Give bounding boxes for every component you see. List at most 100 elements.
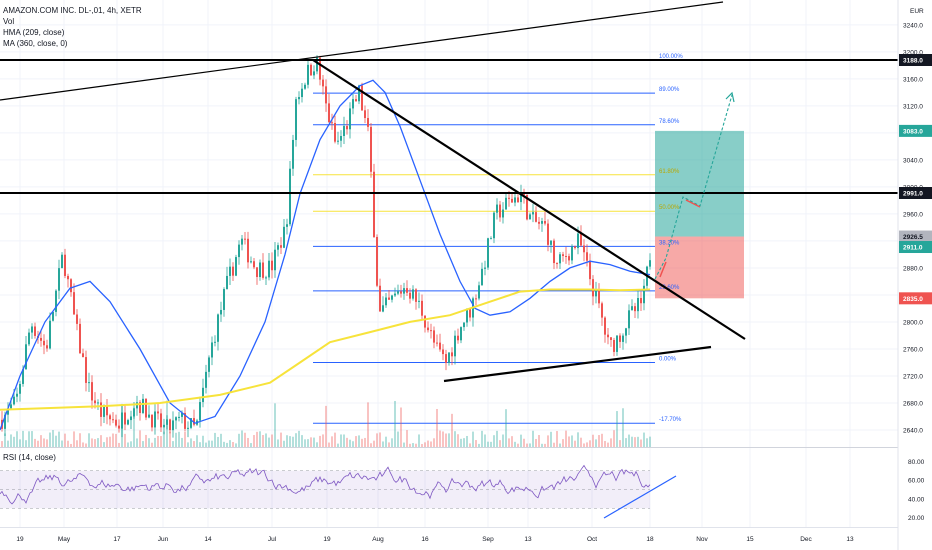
price-label-text: 2991.0 — [903, 191, 923, 198]
price-label-badge — [899, 230, 932, 243]
symbol-title[interactable]: AMAZON.COM INC. DL-,01, 4h, XETR — [3, 6, 142, 15]
volume-bar — [592, 434, 594, 447]
candle-body — [487, 238, 489, 268]
candle-body — [127, 420, 129, 425]
volume-bar — [283, 440, 285, 447]
volume-bar — [619, 440, 621, 447]
candle-body — [526, 195, 528, 220]
candle-body — [226, 275, 228, 290]
volume-bar — [277, 439, 279, 447]
volume-bar — [397, 431, 399, 447]
volume-bar — [631, 436, 633, 447]
volume-bar — [556, 431, 558, 447]
vol-legend[interactable]: Vol — [3, 17, 15, 26]
volume-bar — [202, 435, 204, 447]
volume-bar — [43, 438, 45, 447]
trend-line — [443, 345, 712, 383]
volume-bar — [517, 443, 519, 447]
volume-bar — [595, 439, 597, 447]
volume-bar — [145, 434, 147, 447]
candle-body — [163, 424, 165, 428]
candle-body — [256, 267, 258, 278]
candle-body — [520, 192, 522, 203]
candle-body — [637, 298, 639, 312]
candle-body — [121, 412, 123, 429]
volume-bar — [52, 430, 54, 447]
candle-body — [277, 245, 279, 250]
rsi-legend[interactable]: RSI (14, close) — [3, 453, 56, 462]
volume-bar — [475, 440, 477, 447]
volume-bar — [325, 405, 327, 447]
candle-body — [421, 300, 423, 316]
volume-bar — [496, 430, 498, 447]
candle-body — [298, 97, 300, 100]
volume-bar — [526, 443, 528, 447]
candle-body — [598, 289, 600, 304]
volume-bar — [196, 435, 198, 447]
volume-bar — [625, 438, 627, 447]
volume-bar — [262, 435, 264, 447]
volume-bar — [580, 437, 582, 447]
candle-body — [334, 122, 336, 142]
volume-bar — [568, 436, 570, 447]
candle-body — [577, 233, 579, 249]
candle-body — [241, 238, 243, 245]
time-tick-label: 17 — [113, 536, 121, 543]
candle-body — [535, 212, 537, 222]
volume-bar — [250, 443, 252, 447]
volume-bar — [67, 440, 69, 447]
stop-zone — [655, 236, 744, 299]
candle-body — [427, 327, 429, 331]
price-tick-label: 2800.0 — [903, 319, 923, 326]
candle-body — [406, 288, 408, 293]
volume-bar — [451, 413, 453, 447]
candle-body — [235, 257, 237, 276]
candle-body — [34, 326, 36, 336]
volume-bar — [187, 442, 189, 447]
volume-bar — [232, 442, 234, 447]
candle-body — [583, 245, 585, 253]
candle-body — [376, 236, 378, 286]
candle-body — [592, 279, 594, 297]
volume-bar — [193, 441, 195, 447]
candle-body — [172, 420, 174, 431]
ma-legend[interactable]: MA (360, close, 0) — [3, 39, 68, 48]
candle-body — [619, 335, 621, 342]
candle-body — [631, 306, 633, 311]
volume-bar — [637, 436, 639, 447]
volume-bar — [286, 435, 288, 447]
candle-body — [589, 260, 591, 280]
price-tick-label: 3120.0 — [903, 103, 923, 110]
hma-legend[interactable]: HMA (209, close) — [3, 28, 65, 37]
candle-body — [286, 224, 288, 227]
time-tick-label: 15 — [746, 536, 754, 543]
volume-bar — [259, 431, 261, 447]
candle-body — [457, 335, 459, 341]
volume-bar — [151, 442, 153, 447]
candle-body — [397, 291, 399, 294]
candle-body — [544, 221, 546, 224]
candle-body — [280, 245, 282, 248]
candle-body — [394, 293, 396, 296]
price-tick-label: 2640.0 — [903, 427, 923, 434]
volume-bar — [109, 436, 111, 447]
fib-label: 0.00% — [659, 356, 677, 362]
volume-bar — [307, 439, 309, 447]
volume-bar — [586, 442, 588, 447]
candle-body — [304, 84, 306, 89]
candle-body — [46, 345, 48, 349]
time-tick-label: Dec — [800, 536, 812, 543]
volume-bar — [73, 431, 75, 447]
candle-body — [349, 108, 351, 130]
candle-body — [367, 118, 369, 127]
candle-body — [529, 214, 531, 220]
volume-bar — [535, 438, 537, 447]
volume-bar — [58, 431, 60, 447]
price-label-badge — [899, 187, 932, 199]
candle-body — [106, 406, 108, 416]
time-tick-label: 19 — [323, 536, 331, 543]
volume-bar — [457, 434, 459, 447]
volume-bar — [172, 441, 174, 447]
trend-lines[interactable] — [0, 1, 898, 383]
